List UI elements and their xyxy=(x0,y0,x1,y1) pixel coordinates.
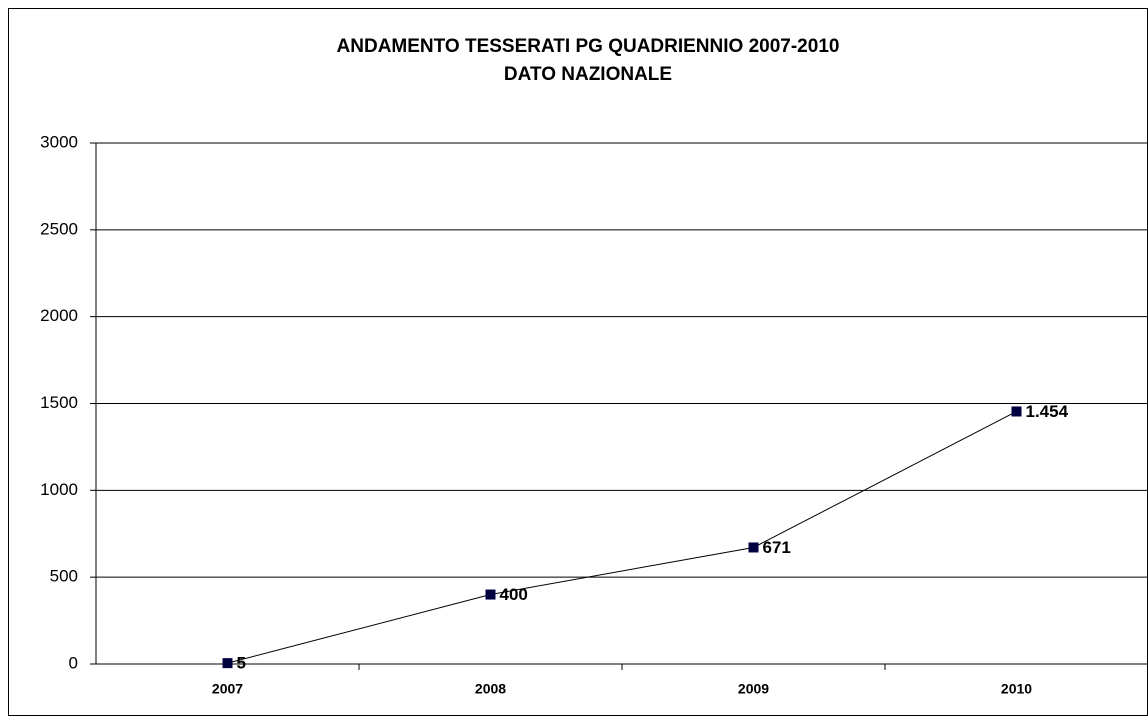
chart-subtitle: DATO NAZIONALE xyxy=(504,64,672,85)
series-line xyxy=(227,411,1017,664)
x-tick-label: 2009 xyxy=(738,681,769,697)
y-tick-label: 0 xyxy=(69,653,78,672)
y-tick-label: 2500 xyxy=(40,219,78,238)
value-label: 5 xyxy=(237,654,246,673)
x-tick-label: 2010 xyxy=(1001,681,1032,697)
y-tick-label: 3000 xyxy=(40,132,78,151)
value-label: 1.454 xyxy=(1026,402,1069,421)
value-label: 400 xyxy=(500,585,528,604)
y-tick-label: 2000 xyxy=(40,306,78,325)
chart-frame xyxy=(8,8,1148,716)
marker xyxy=(748,542,759,553)
y-tick-label: 500 xyxy=(50,567,78,586)
x-tick-label: 2007 xyxy=(212,681,243,697)
marker xyxy=(222,658,233,669)
marker xyxy=(1011,406,1022,417)
x-tick-label: 2008 xyxy=(475,681,506,697)
value-label: 671 xyxy=(763,538,791,557)
y-tick-label: 1000 xyxy=(40,480,78,499)
chart-title: ANDAMENTO TESSERATI PG QUADRIENNIO 2007-… xyxy=(337,36,840,57)
y-tick-label: 1500 xyxy=(40,393,78,412)
marker xyxy=(485,589,496,600)
